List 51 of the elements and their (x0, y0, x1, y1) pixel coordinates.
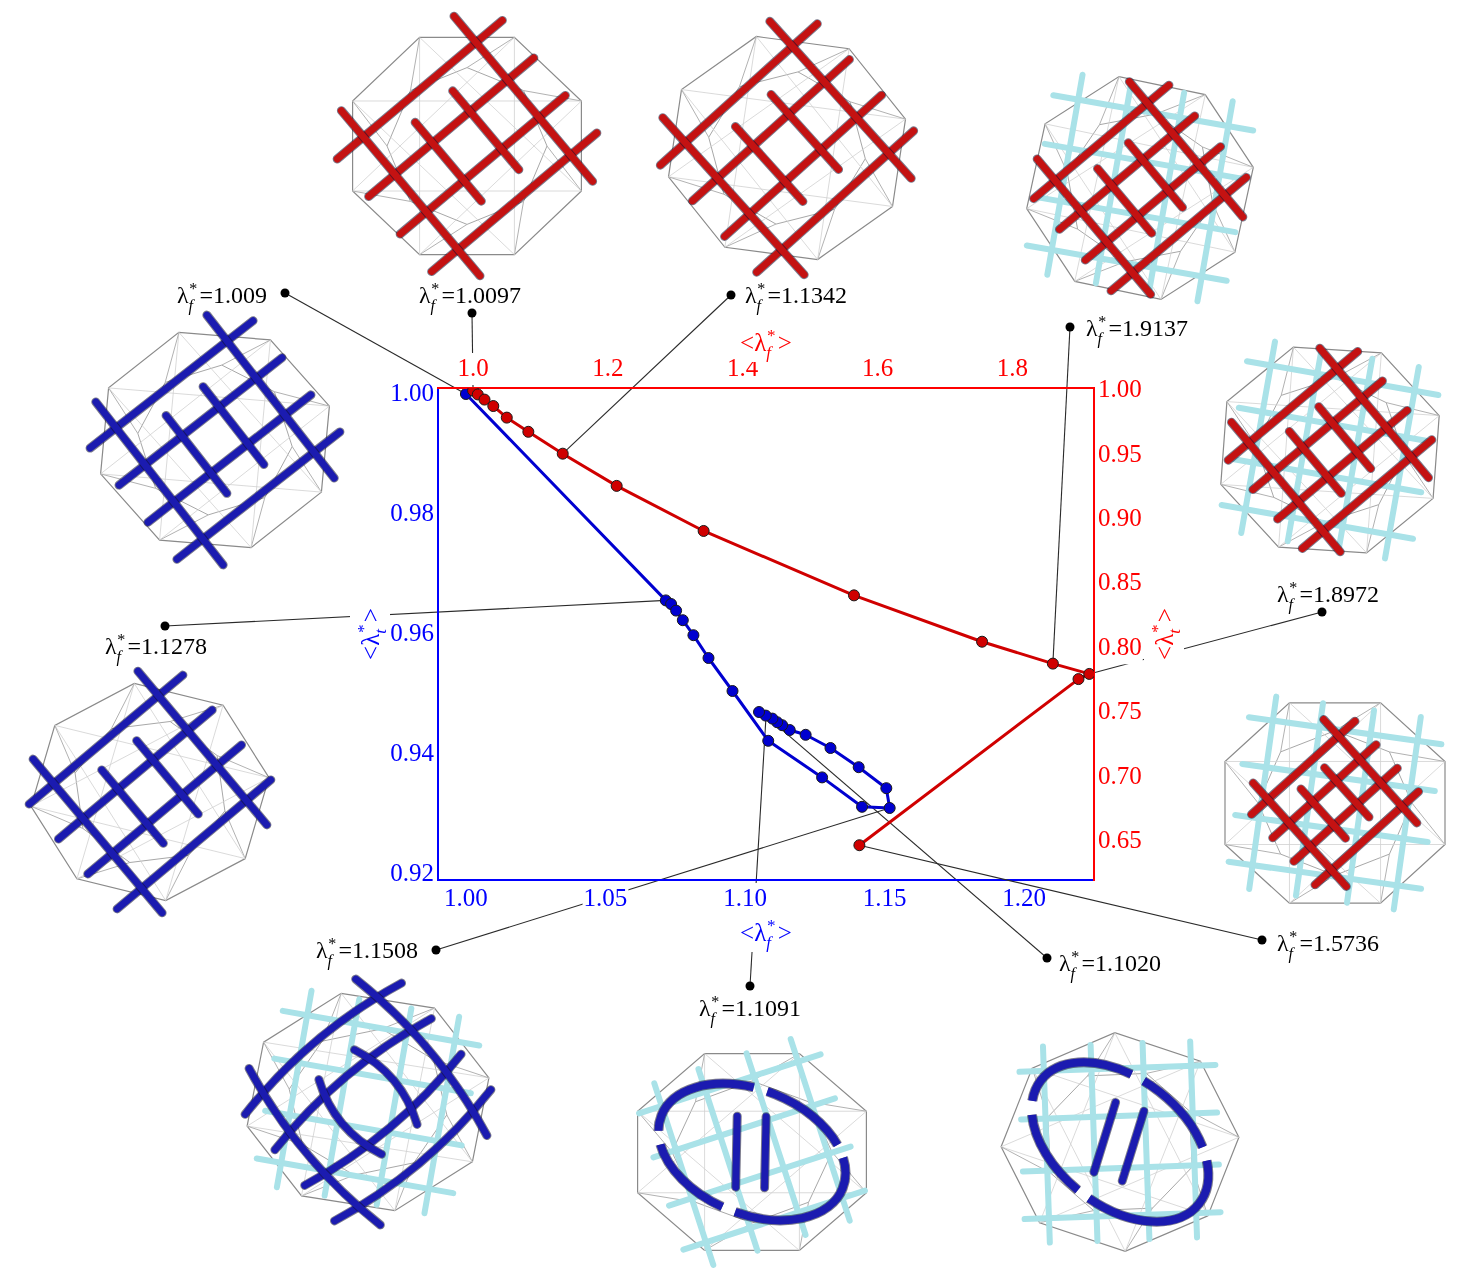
point (556, 447, 569, 460)
point (697, 524, 710, 537)
point (1072, 673, 1085, 686)
y-tick-label: 0.85 (1098, 568, 1142, 596)
y-tick-label: 0.75 (1098, 697, 1142, 725)
y-tick-label: 0.90 (1098, 503, 1142, 531)
point (676, 614, 689, 627)
y-tick-label: 0.96 (390, 618, 434, 646)
y-tick-label: 0.92 (390, 858, 434, 886)
point (824, 742, 837, 754)
point (853, 839, 866, 852)
x-tick-label: 1.15 (862, 883, 907, 911)
y-tick-label: 0.94 (390, 738, 435, 766)
y-tick-label: 0.70 (1098, 761, 1142, 789)
point (880, 782, 893, 795)
point (852, 761, 865, 774)
point (753, 706, 766, 718)
x-tick-label: 1.2 (592, 353, 624, 381)
point (799, 728, 812, 741)
y-tick-label: 0.95 (1098, 439, 1142, 467)
point (847, 589, 860, 602)
x-tick-label: 1.8 (996, 353, 1029, 381)
point (670, 604, 683, 617)
x-tick-label: 1.6 (861, 353, 894, 381)
point (500, 411, 513, 424)
y-axis-title: <λt*> (354, 608, 391, 660)
x-tick-label: 1.20 (1002, 883, 1047, 911)
point (726, 685, 739, 697)
point (702, 652, 715, 664)
point (976, 635, 989, 648)
point (856, 800, 869, 813)
x-tick-label: 1.10 (723, 883, 767, 911)
x-tick-label: 1.05 (583, 883, 628, 911)
point (487, 400, 500, 413)
y-tick-label: 0.80 (1098, 632, 1142, 660)
x-tick-label: 1.0 (457, 353, 489, 381)
point (522, 425, 535, 438)
y-tick-label: 1.00 (390, 378, 434, 406)
y-tick-label: 0.65 (1098, 825, 1142, 853)
point (1046, 657, 1059, 670)
y-tick-label: 1.00 (1098, 375, 1142, 403)
point (1083, 667, 1094, 680)
point (687, 629, 700, 642)
y-tick-label: 0.98 (390, 498, 434, 526)
x-tick-label: 1.00 (444, 883, 488, 911)
y-axis-title: <λt*> (1148, 608, 1185, 660)
point (610, 479, 623, 492)
point (762, 734, 775, 747)
point (816, 771, 829, 784)
point (478, 393, 491, 406)
point (883, 802, 896, 814)
